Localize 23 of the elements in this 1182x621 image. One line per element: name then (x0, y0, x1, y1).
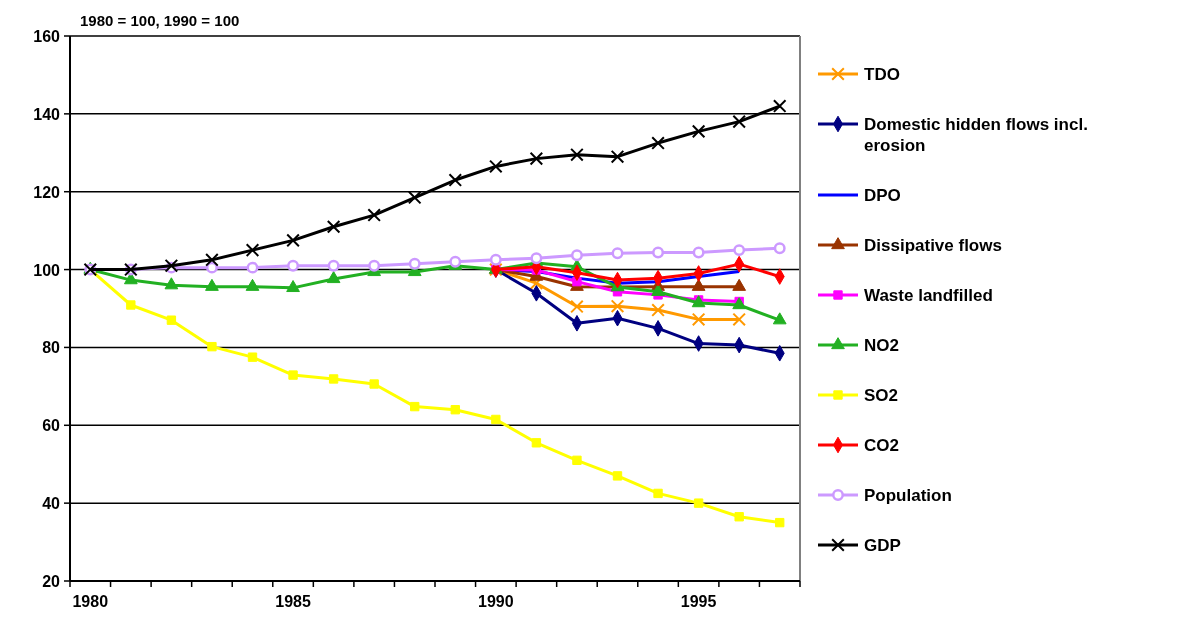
legend-label: TDO (864, 65, 900, 84)
y-tick-label: 20 (42, 573, 61, 590)
legend-label: Population (864, 486, 952, 505)
x-tick-label: 1995 (680, 593, 717, 610)
y-tick-label: 100 (33, 261, 61, 279)
y-tick-label: 140 (33, 105, 61, 123)
legend-label: NO2 (864, 336, 899, 355)
legend-label: Domestic hidden flows incl. erosion (864, 115, 1088, 155)
legend-label: GDP (864, 536, 901, 555)
y-tick-label: 40 (42, 495, 61, 513)
x-tick-label: 1980 (72, 593, 109, 610)
y-tick-label: 80 (42, 339, 61, 357)
y-tick-label: 120 (33, 183, 61, 201)
legend-label: Dissipative flows (864, 236, 1002, 255)
x-tick-label: 1990 (478, 593, 514, 610)
x-tick-label: 1985 (275, 593, 311, 610)
y-tick-label: 60 (42, 417, 61, 435)
y-tick-label: 160 (33, 28, 61, 45)
legend-label: CO2 (864, 436, 899, 455)
legend-label: Waste landfilled (864, 286, 993, 305)
legend-label: DPO (864, 186, 901, 205)
legend-label: SO2 (864, 386, 899, 405)
chart-title: 1980 = 100, 1990 = 100 (80, 12, 240, 29)
